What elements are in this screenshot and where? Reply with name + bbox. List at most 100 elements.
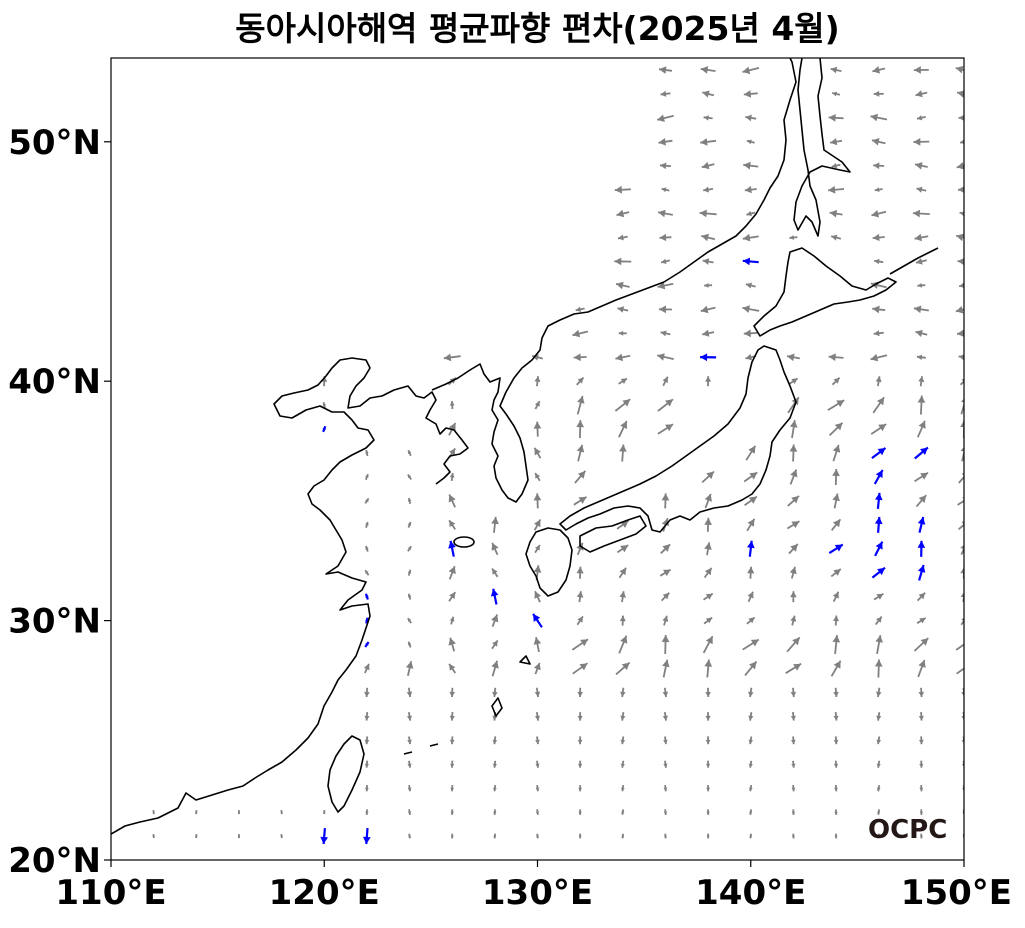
anomaly-arrow <box>407 641 412 648</box>
anomaly-arrow <box>744 186 757 194</box>
anomaly-arrow <box>746 616 756 625</box>
anomaly-arrow <box>786 520 800 530</box>
anomaly-arrow <box>959 139 964 144</box>
anomaly-arrow <box>744 495 758 506</box>
anomaly-arrow-highlight <box>917 516 926 533</box>
anomaly-arrow <box>363 663 370 674</box>
anomaly-arrow <box>407 736 412 745</box>
anomaly-arrow <box>742 66 760 75</box>
anomaly-arrow <box>704 283 713 288</box>
anomaly-arrow <box>663 809 668 816</box>
anomaly-arrow <box>575 306 585 312</box>
anomaly-arrow <box>618 420 628 438</box>
anomaly-arrow <box>364 497 370 504</box>
anomaly-arrow <box>449 472 455 482</box>
anomaly-arrow <box>407 545 412 552</box>
anomaly-arrow <box>913 66 929 74</box>
anomaly-arrow <box>955 306 964 314</box>
anomaly-arrow-highlight <box>700 353 717 362</box>
anomaly-arrow <box>872 396 885 414</box>
x-tick-label: 120°E <box>269 873 380 913</box>
anomaly-arrow <box>789 235 798 240</box>
anomaly-arrow <box>786 353 800 362</box>
anomaly-arrow <box>745 114 757 122</box>
anomaly-arrow <box>663 736 668 745</box>
anomaly-arrow <box>748 760 753 768</box>
anomaly-arrow <box>829 209 843 218</box>
anomaly-arrow <box>365 449 369 457</box>
anomaly-arrow <box>195 810 198 815</box>
anomaly-arrow <box>491 568 499 578</box>
anomaly-arrow <box>656 114 674 122</box>
anomaly-arrow <box>703 186 714 193</box>
anomaly-arrow <box>743 329 758 338</box>
anomaly-arrow <box>364 473 369 481</box>
anomaly-arrow-highlight <box>873 469 884 485</box>
anomaly-arrow <box>789 420 798 439</box>
anomaly-arrow <box>706 785 710 792</box>
anomaly-arrow <box>660 330 671 337</box>
anomaly-arrow <box>152 833 155 839</box>
anomaly-arrow <box>364 736 370 745</box>
anomaly-arrow <box>152 809 155 815</box>
anomaly-arrow <box>407 809 412 815</box>
anomaly-arrow <box>790 712 796 721</box>
anomaly-arrow <box>832 468 840 486</box>
anomaly-arrow <box>491 639 499 650</box>
anomaly-arrow <box>574 470 587 484</box>
anomaly-arrow <box>748 712 754 721</box>
anomaly-arrow <box>280 833 283 839</box>
anomaly-arrow <box>450 833 454 839</box>
anomaly-arrow <box>615 281 630 290</box>
map-area <box>110 57 965 861</box>
anomaly-arrow <box>492 736 498 745</box>
anomaly-arrow <box>619 615 626 626</box>
anomaly-arrow <box>955 65 964 74</box>
anomaly-arrow <box>917 659 926 678</box>
anomaly-arrow <box>449 401 455 410</box>
anomaly-arrow <box>871 210 887 218</box>
anomaly-arrow <box>535 809 540 815</box>
anomaly-arrow <box>616 544 629 554</box>
anomaly-arrow <box>407 497 412 504</box>
anomaly-arrow <box>834 785 838 792</box>
anomaly-arrow <box>829 138 843 146</box>
anomaly-arrow <box>534 400 541 410</box>
anomaly-arrow <box>578 833 582 839</box>
anomaly-arrow <box>917 395 926 415</box>
anomaly-arrow <box>405 661 414 676</box>
china-coastline <box>111 357 469 835</box>
anomaly-arrow <box>877 833 881 839</box>
y-axis: 20°N 30°N 40°N 50°N <box>8 123 111 881</box>
anomaly-arrow <box>658 305 672 314</box>
anomaly-arrow <box>449 687 455 698</box>
anomaly-arrow <box>237 810 241 815</box>
jeju-coastline <box>453 536 475 548</box>
anomaly-arrow <box>492 760 497 768</box>
anomaly-arrow <box>916 420 926 438</box>
anomaly-arrow <box>872 305 886 314</box>
anomaly-arrow <box>619 591 626 603</box>
anomaly-arrow <box>364 569 370 576</box>
anomaly-arrow <box>661 493 670 509</box>
anomaly-arrow <box>956 162 964 170</box>
anomaly-arrow <box>918 712 924 721</box>
anomaly-arrow <box>919 736 924 745</box>
anomaly-arrow <box>877 809 881 815</box>
anomaly-arrow <box>534 544 541 554</box>
anomaly-arrow <box>700 305 716 314</box>
anomaly-arrow <box>662 687 669 698</box>
anomaly-arrow <box>915 90 928 98</box>
anomaly-arrow <box>913 305 929 314</box>
anomaly-arrow <box>830 568 842 578</box>
anomaly-arrow <box>743 471 758 483</box>
anomaly-arrow <box>786 636 801 653</box>
anomaly-arrow <box>533 637 542 653</box>
anomaly-arrow <box>663 784 668 792</box>
anomaly-arrow <box>746 518 756 532</box>
anomaly-arrow <box>747 566 755 579</box>
anomaly-arrow <box>365 809 369 815</box>
anomaly-arrow <box>831 377 841 386</box>
hokkaido-coastline <box>753 247 897 337</box>
x-tick-label: 110°E <box>55 873 166 913</box>
